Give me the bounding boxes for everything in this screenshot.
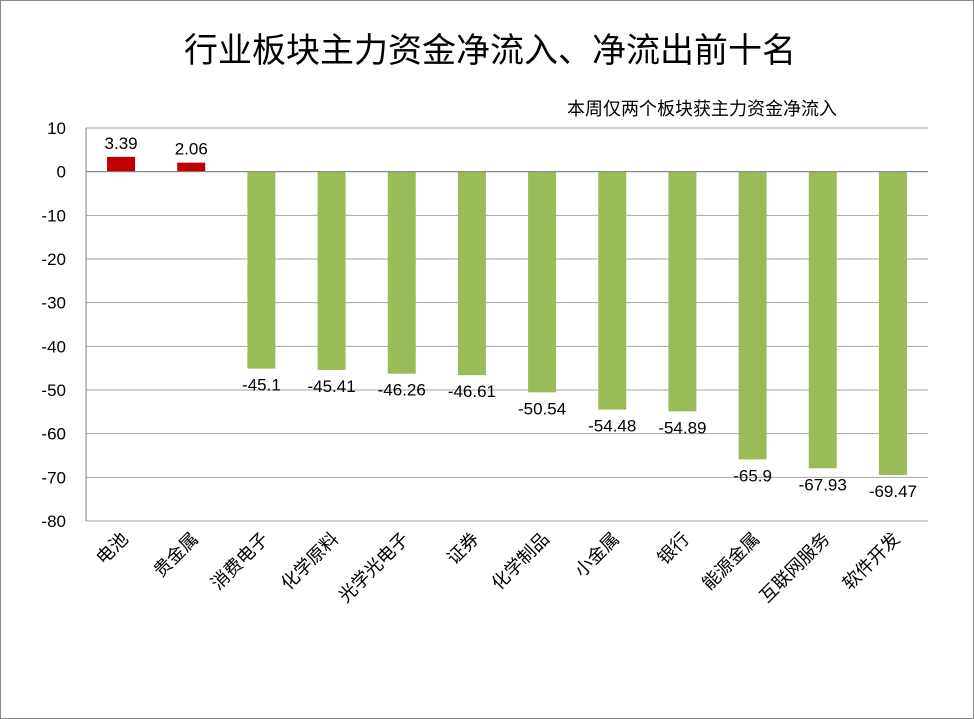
x-tick-label: 小金属 bbox=[571, 529, 624, 582]
data-label: -54.48 bbox=[588, 417, 636, 436]
x-tick-label: 软件开发 bbox=[839, 529, 905, 595]
x-tick-label: 化学原料 bbox=[277, 529, 343, 595]
data-labels: 3.39 2.06 -45.1 -45.41 -46.26 -46.61 -50.54 -54… bbox=[105, 134, 917, 501]
y-tick-label: 0 bbox=[57, 163, 66, 182]
bar-10 bbox=[738, 171, 767, 460]
data-label: -69.47 bbox=[869, 482, 917, 501]
data-label: -67.93 bbox=[799, 475, 847, 494]
bar-6 bbox=[457, 171, 486, 376]
data-label: -46.61 bbox=[448, 382, 496, 401]
bar-2 bbox=[177, 162, 206, 172]
bar-1 bbox=[107, 156, 136, 172]
y-tick-label: -70 bbox=[41, 468, 66, 487]
axes bbox=[85, 128, 928, 521]
bar-8 bbox=[598, 171, 627, 410]
data-label: -45.41 bbox=[307, 377, 355, 396]
y-tick-label: -60 bbox=[41, 425, 66, 444]
x-tick-label: 电池 bbox=[92, 529, 132, 569]
y-tick-label: -50 bbox=[41, 381, 66, 400]
data-label: -50.54 bbox=[518, 399, 566, 418]
bar-7 bbox=[528, 171, 557, 393]
data-label: 3.39 bbox=[105, 134, 138, 153]
y-tick-label: -80 bbox=[41, 512, 66, 531]
x-tick-label: 化学制品 bbox=[488, 529, 554, 595]
bar-12 bbox=[878, 171, 907, 476]
data-label: -54.89 bbox=[658, 418, 706, 437]
x-tick-label: 贵金属 bbox=[150, 529, 203, 582]
x-tick-label: 光学光电子 bbox=[335, 529, 413, 607]
bar-5 bbox=[387, 171, 416, 374]
y-tick-label: 10 bbox=[47, 119, 66, 138]
bar-3 bbox=[247, 171, 276, 369]
x-tick-label: 证券 bbox=[443, 529, 483, 569]
y-tick-label: -20 bbox=[41, 250, 66, 269]
chart-subtitle: 本周仅两个板块获主力资金净流入 bbox=[567, 99, 837, 120]
gridlines bbox=[86, 127, 928, 522]
data-label: -46.26 bbox=[378, 381, 426, 400]
data-label: 2.06 bbox=[175, 140, 208, 159]
y-tick-label: -40 bbox=[41, 337, 66, 356]
bar-9 bbox=[668, 171, 697, 412]
x-tick-label: 互联网服务 bbox=[756, 529, 834, 607]
x-tick-label: 消费电子 bbox=[207, 529, 273, 595]
x-tick-label: 能源金属 bbox=[698, 529, 764, 595]
y-tick-labels: 10 0 -10 -20 -30 -40 -50 -60 -70 -80 bbox=[41, 119, 66, 531]
bar-11 bbox=[808, 171, 837, 469]
y-tick-label: -10 bbox=[41, 206, 66, 225]
chart-title: 行业板块主力资金净流入、净流出前十名 bbox=[184, 31, 796, 71]
x-tick-label: 银行 bbox=[654, 529, 694, 569]
data-label: -45.1 bbox=[242, 376, 281, 395]
data-label: -65.9 bbox=[733, 466, 772, 485]
bar-4 bbox=[317, 171, 346, 370]
bars bbox=[107, 156, 907, 476]
y-tick-label: -30 bbox=[41, 294, 66, 313]
